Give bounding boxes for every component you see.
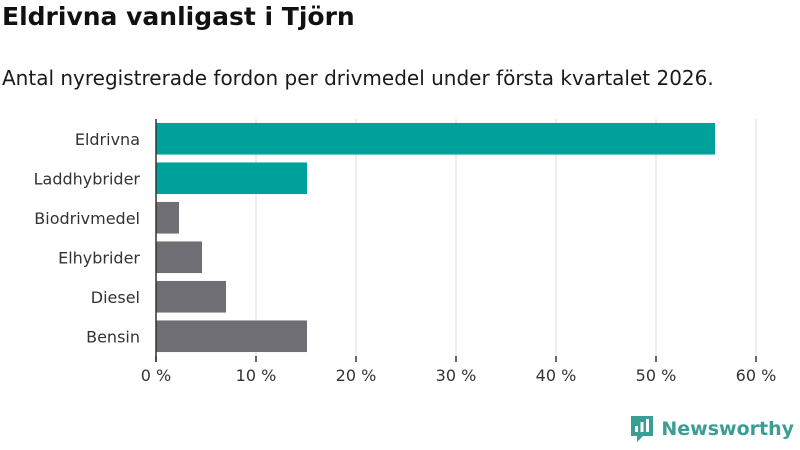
bar (156, 241, 202, 274)
x-axis: 0 % 10 % 20 % 30 % 40 % 50 % 60 % (141, 119, 777, 385)
brand-name: Newsworthy (661, 418, 794, 440)
chart-subtitle: Antal nyregistrerade fordon per drivmede… (2, 66, 714, 90)
category-label: Biodrivmedel (34, 209, 140, 228)
bar (156, 320, 307, 353)
x-tick-label: 0 % (141, 366, 171, 385)
x-tick-label: 10 % (236, 366, 277, 385)
category-label: Laddhybrider (34, 169, 141, 188)
bar (156, 201, 179, 234)
brand-logo: Newsworthy (629, 414, 794, 444)
x-tick-label: 40 % (536, 366, 577, 385)
bars (156, 122, 715, 353)
grid-lines (255, 119, 757, 356)
newsworthy-logo-icon (631, 416, 654, 442)
category-label: Elhybrider (58, 248, 140, 267)
category-label: Eldrivna (75, 130, 140, 149)
x-tick-label: 20 % (336, 366, 377, 385)
bar (156, 122, 715, 155)
bar (156, 162, 307, 195)
chart-title: Eldrivna vanligast i Tjörn (2, 2, 355, 31)
x-tick-label: 60 % (736, 366, 777, 385)
category-labels: Eldrivna Laddhybrider Biodrivmedel Elhybrid… (34, 130, 141, 347)
category-label: Diesel (91, 288, 140, 307)
category-label: Bensin (86, 327, 140, 346)
bar (156, 280, 226, 313)
x-tick-label: 30 % (436, 366, 477, 385)
x-tick-label: 50 % (636, 366, 677, 385)
